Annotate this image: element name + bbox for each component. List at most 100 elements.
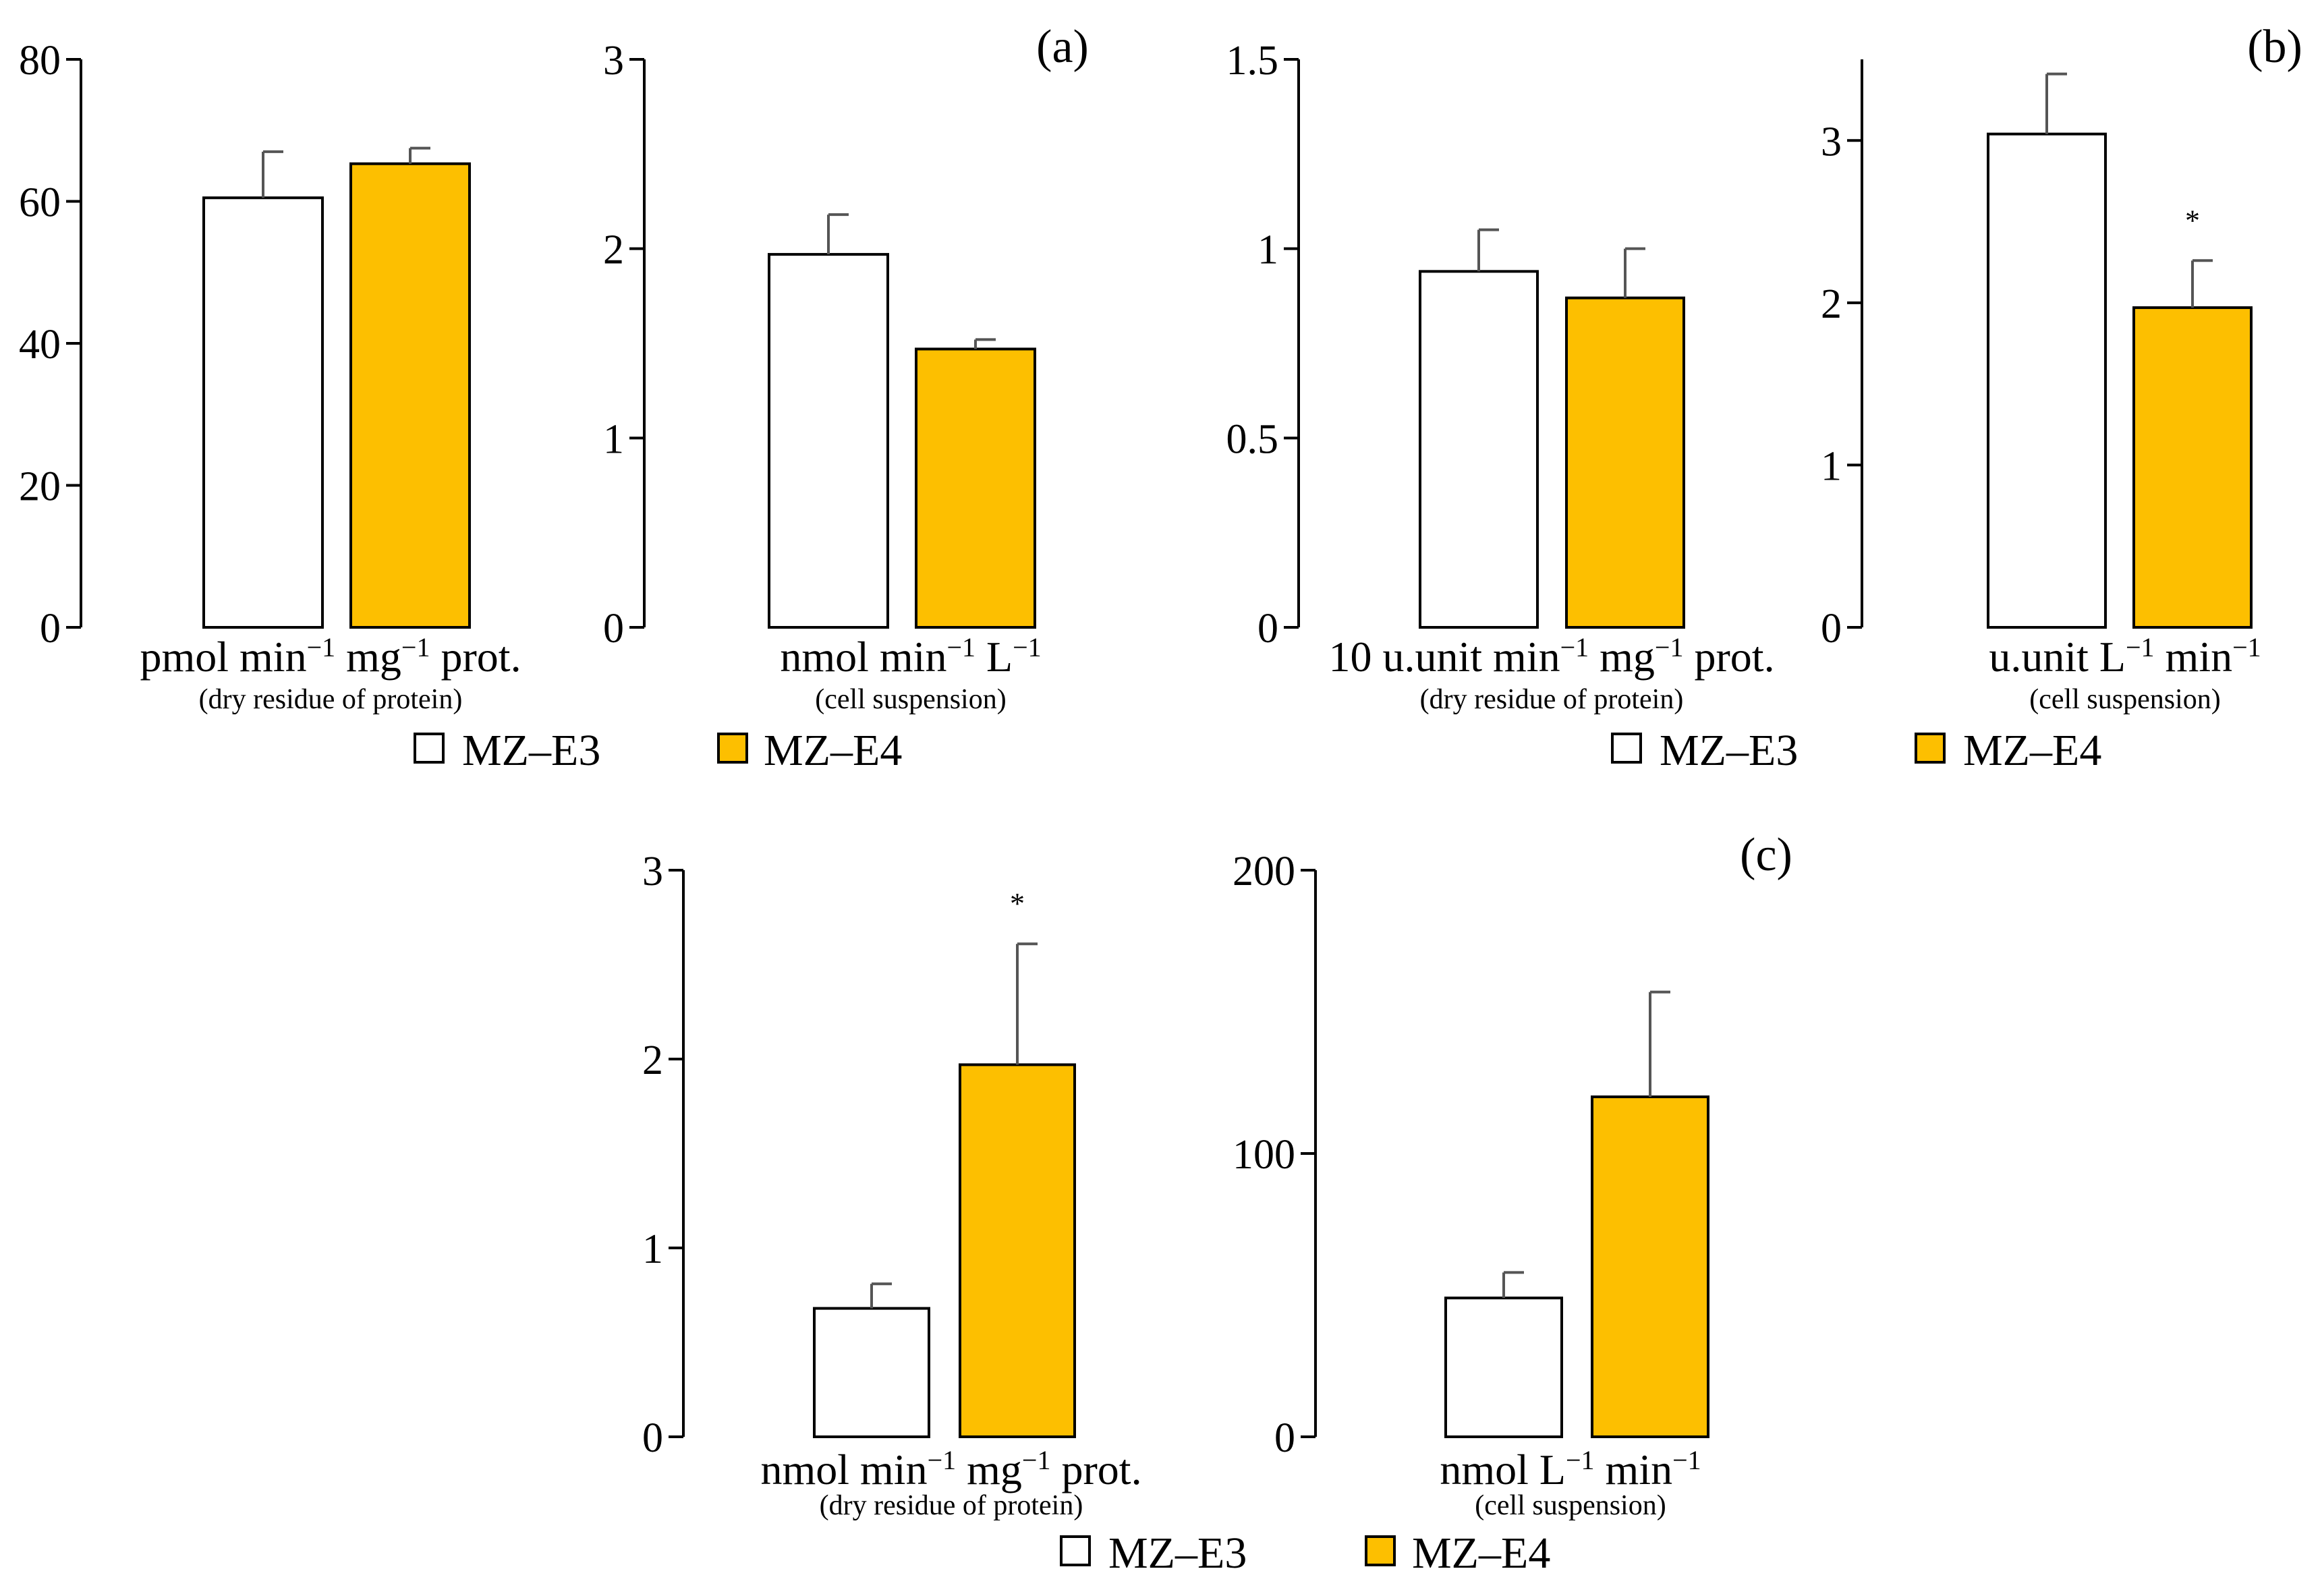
y-tick-label: 3: [642, 849, 663, 894]
x-axis-label-part: mg: [956, 1446, 1022, 1493]
y-tick-label: 0: [1821, 606, 1842, 652]
legend-swatch-mz-e3: [1611, 733, 1642, 764]
x-axis-label-part: mg: [335, 633, 401, 681]
bar-mz-e4: [1591, 1095, 1709, 1438]
panel-label-c: (c): [1740, 829, 1792, 881]
y-tick-label: 20: [19, 464, 61, 510]
x-axis-sublabel: (dry residue of protein): [1420, 684, 1684, 715]
y-tick-label: 200: [1233, 849, 1295, 894]
x-axis-sublabel: (cell suspension): [2029, 684, 2220, 715]
x-axis-label: nmol min−1 mg−1 prot.: [760, 1445, 1141, 1494]
x-axis-label-exponent: −1: [928, 1445, 957, 1475]
y-tick-label: 80: [19, 38, 61, 84]
legend-label-mz-e3: MZ–E3: [462, 726, 600, 775]
y-tick-label: 40: [19, 322, 61, 368]
bar-mz-e3: [813, 1307, 930, 1438]
x-axis-label-exponent: −1: [2232, 632, 2261, 662]
y-tick-label: 0: [642, 1415, 663, 1461]
panel-label-a: (a): [1036, 21, 1089, 73]
y-tick-label: 2: [1821, 281, 1842, 327]
x-axis-label-exponent: −1: [401, 632, 430, 662]
x-axis-label-exponent: −1: [1013, 632, 1042, 662]
bar-mz-e4: [349, 162, 471, 629]
legend-a: MZ–E3 MZ–E4: [414, 726, 902, 775]
bar-mz-e3: [1987, 132, 2107, 629]
y-tick-label: 3: [1821, 119, 1842, 165]
x-axis-label-exponent: −1: [1655, 632, 1684, 662]
x-axis-label-part: prot.: [430, 633, 521, 681]
x-axis-label-part: nmol min: [760, 1446, 927, 1493]
y-tick-label: 0: [1257, 606, 1278, 652]
legend-label-mz-e3: MZ–E3: [1108, 1529, 1247, 1578]
y-tick-label: 1: [1257, 227, 1278, 273]
x-axis-label-part: nmol min: [780, 633, 946, 681]
panel-label-b: (b): [2247, 21, 2302, 73]
bar-mz-e3: [202, 196, 324, 629]
y-tick-label: 100: [1233, 1132, 1295, 1178]
y-tick-label: 0: [40, 606, 61, 652]
legend-b: MZ–E3 MZ–E4: [1611, 726, 2101, 775]
y-tick-label: 2: [642, 1037, 663, 1083]
legend-swatch-mz-e4: [717, 733, 748, 764]
legend-c: MZ–E3 MZ–E4: [1060, 1529, 1550, 1578]
x-axis-label-part: mg: [1589, 633, 1655, 681]
x-axis-label-part: prot.: [1683, 633, 1774, 681]
legend-swatch-mz-e4: [1365, 1535, 1396, 1566]
x-axis-label-part: pmol min: [140, 633, 306, 681]
x-axis-label-exponent: −1: [307, 632, 336, 662]
x-axis-sublabel: (dry residue of protein): [820, 1490, 1083, 1521]
bar-mz-e3: [1444, 1296, 1563, 1438]
chart-5: 0 1 2 3 * nmol min−1 mg−1 prot.(dry residue o…: [642, 849, 1142, 1521]
x-axis-label-exponent: −1: [2126, 632, 2155, 662]
legend-label-mz-e4: MZ–E4: [1963, 726, 2101, 775]
legend-label-mz-e4: MZ–E4: [1412, 1529, 1550, 1578]
significance-marker: *: [1010, 887, 1025, 920]
x-axis-label-part: 10 u.unit min: [1328, 633, 1560, 681]
x-axis-label-part: nmol L: [1440, 1446, 1566, 1493]
x-axis-label-exponent: −1: [1672, 1445, 1701, 1475]
chart-3: 00.511.510 u.unit min−1 mg−1 prot.(dry r…: [1226, 38, 1775, 715]
legend-swatch-mz-e3: [414, 733, 445, 764]
y-tick-label: 1: [1821, 443, 1842, 489]
y-tick-label: 0: [1274, 1415, 1295, 1461]
y-tick-label: 0.5: [1226, 416, 1279, 462]
x-axis-label-exponent: −1: [1560, 632, 1589, 662]
x-axis-label-part: L: [975, 633, 1013, 681]
y-tick-label: 0: [603, 606, 624, 652]
y-tick-label: 2: [603, 227, 624, 273]
legend-swatch-mz-e3: [1060, 1535, 1091, 1566]
bar-mz-e4: [915, 347, 1036, 629]
y-tick-label: 3: [603, 38, 624, 84]
x-axis-label: 10 u.unit min−1 mg−1 prot.: [1328, 632, 1774, 681]
x-axis-sublabel: (cell suspension): [1475, 1490, 1666, 1521]
x-axis-sublabel: (dry residue of protein): [199, 684, 463, 715]
x-axis-label-exponent: −1: [946, 632, 975, 662]
x-axis-label: nmol min−1 L−1: [780, 632, 1041, 681]
bar-mz-e4: [2132, 306, 2253, 629]
x-axis-label-part: prot.: [1050, 1446, 1141, 1493]
bar-mz-e3: [768, 253, 889, 629]
bar-mz-e4: [959, 1063, 1076, 1438]
x-axis-label: u.unit L−1 min−1: [1989, 632, 2261, 681]
x-axis-label: nmol L−1 min−1: [1440, 1445, 1701, 1494]
x-axis-label-part: min: [2155, 633, 2233, 681]
y-tick-label: 60: [19, 180, 61, 226]
x-axis-label-part: min: [1595, 1446, 1673, 1493]
legend-swatch-mz-e4: [1915, 733, 1946, 764]
bar-mz-e4: [1565, 296, 1685, 629]
bar-mz-e3: [1419, 270, 1539, 629]
y-tick-label: 1: [603, 416, 624, 462]
y-tick-label: 1.5: [1226, 38, 1279, 84]
legend-label-mz-e4: MZ–E4: [764, 726, 902, 775]
significance-marker: *: [2185, 204, 2200, 237]
x-axis-label-exponent: −1: [1566, 1445, 1595, 1475]
y-tick-label: 1: [642, 1226, 663, 1272]
x-axis-label-part: u.unit L: [1989, 633, 2126, 681]
x-axis-label: pmol min−1 mg−1 prot.: [140, 632, 521, 681]
x-axis-sublabel: (cell suspension): [815, 684, 1006, 715]
